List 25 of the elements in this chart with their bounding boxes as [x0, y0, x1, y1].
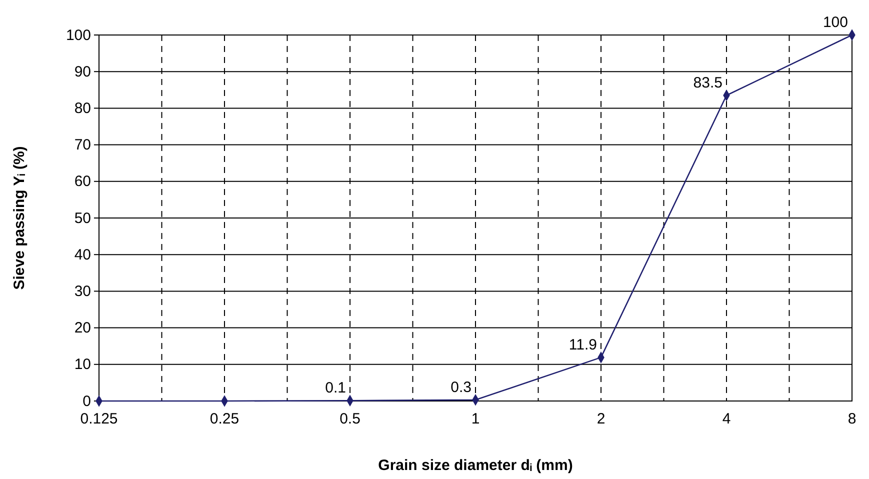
data-label: 100 — [822, 14, 848, 31]
data-label: 0.3 — [450, 378, 472, 396]
x-tick-label: 4 — [722, 410, 731, 428]
y-tick-label: 90 — [74, 63, 91, 80]
y-tick-label: 20 — [74, 320, 91, 337]
y-tick-label: 40 — [74, 246, 91, 264]
y-tick-label: 70 — [74, 136, 91, 154]
y-axis-title: Sieve passing Yᵢ (%) — [11, 146, 28, 290]
y-tick-label: 80 — [74, 100, 91, 117]
data-label: 83.5 — [693, 74, 722, 92]
x-axis-title: Grain size diameter dᵢ (mm) — [378, 457, 573, 474]
y-tick-label: 50 — [74, 210, 91, 227]
x-tick-label: 0.125 — [80, 410, 118, 428]
y-tick-label: 0 — [82, 392, 91, 410]
data-label: 11.9 — [568, 336, 597, 354]
y-tick-label: 60 — [74, 173, 91, 190]
x-tick-label: 0.5 — [340, 410, 360, 428]
y-tick-label: 100 — [66, 26, 91, 44]
x-tick-label: 8 — [848, 410, 856, 428]
y-tick-label: 30 — [74, 283, 91, 300]
x-tick-label: 0.25 — [210, 410, 240, 428]
x-tick-label: 1 — [471, 410, 480, 428]
y-tick-label: 10 — [74, 356, 91, 374]
x-tick-label: 2 — [596, 410, 606, 428]
data-label: 0.1 — [325, 380, 346, 397]
